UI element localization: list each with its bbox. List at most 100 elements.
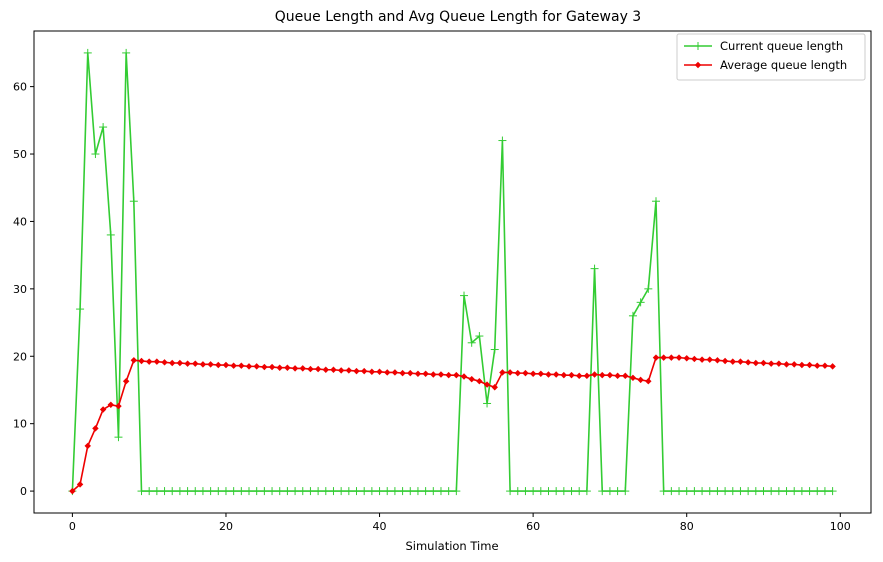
data-point bbox=[353, 367, 360, 375]
data-point bbox=[122, 377, 130, 385]
data-point bbox=[667, 487, 676, 496]
plot-area bbox=[33, 30, 872, 514]
data-point bbox=[344, 487, 353, 496]
data-point bbox=[291, 487, 300, 496]
legend-swatch-marker bbox=[694, 42, 702, 50]
data-point bbox=[675, 354, 683, 361]
data-point bbox=[214, 487, 223, 496]
series-line bbox=[71, 356, 833, 492]
data-point bbox=[636, 298, 645, 307]
data-point bbox=[675, 487, 684, 496]
y-tick-label: 50 bbox=[13, 148, 27, 161]
data-point bbox=[367, 487, 376, 496]
data-point bbox=[713, 487, 722, 496]
data-point bbox=[598, 487, 607, 496]
data-point bbox=[828, 487, 837, 496]
legend: Current queue length Average queue length bbox=[676, 33, 866, 81]
data-point bbox=[698, 487, 707, 496]
data-point bbox=[230, 362, 237, 369]
data-point bbox=[645, 377, 652, 385]
data-point bbox=[499, 369, 506, 376]
chart-title: Queue Length and Avg Queue Length for Ga… bbox=[275, 9, 641, 25]
data-point bbox=[145, 487, 154, 496]
data-point bbox=[407, 369, 414, 377]
data-point bbox=[514, 369, 521, 377]
data-point bbox=[306, 487, 315, 496]
data-point bbox=[145, 358, 153, 365]
data-point bbox=[414, 370, 422, 378]
data-point bbox=[337, 367, 345, 374]
data-point bbox=[307, 365, 314, 373]
data-point bbox=[790, 361, 798, 368]
data-point bbox=[368, 368, 376, 375]
y-tick-label: 0 bbox=[20, 485, 27, 498]
x-tick-label: 20 bbox=[219, 520, 233, 533]
y-tick-label: 60 bbox=[13, 81, 27, 94]
data-point bbox=[268, 487, 277, 496]
data-point bbox=[229, 487, 238, 496]
data-point bbox=[384, 369, 391, 376]
data-point bbox=[153, 358, 161, 365]
data-point bbox=[321, 487, 330, 496]
data-point bbox=[651, 197, 660, 206]
data-point bbox=[460, 373, 468, 380]
legend-swatch-marker bbox=[694, 61, 702, 69]
data-point bbox=[622, 372, 629, 380]
data-point bbox=[513, 487, 522, 496]
data-point bbox=[276, 364, 283, 371]
y-tick-label: 20 bbox=[13, 350, 27, 363]
data-point bbox=[605, 487, 614, 496]
data-point bbox=[437, 371, 445, 378]
data-point bbox=[790, 487, 799, 496]
data-point bbox=[460, 291, 469, 300]
data-point bbox=[192, 360, 199, 367]
data-point bbox=[529, 370, 537, 378]
data-point bbox=[728, 487, 737, 496]
data-point bbox=[253, 363, 260, 370]
data-point bbox=[476, 377, 483, 385]
data-point bbox=[690, 487, 699, 496]
data-point bbox=[452, 487, 461, 496]
data-point bbox=[621, 487, 630, 496]
data-point bbox=[491, 384, 498, 391]
data-point bbox=[260, 487, 269, 496]
data-point bbox=[99, 406, 107, 413]
data-point bbox=[575, 372, 583, 380]
data-point bbox=[391, 369, 399, 376]
data-point bbox=[376, 368, 383, 375]
data-point bbox=[69, 487, 76, 495]
x-tick-label: 60 bbox=[526, 520, 540, 533]
data-point bbox=[744, 487, 753, 496]
data-point bbox=[299, 365, 306, 372]
data-point bbox=[683, 355, 690, 362]
data-point bbox=[406, 487, 415, 496]
data-point bbox=[284, 364, 291, 371]
data-point bbox=[191, 487, 200, 496]
legend-label: Average queue length bbox=[720, 58, 847, 72]
data-point bbox=[682, 487, 691, 496]
data-point bbox=[560, 371, 568, 379]
data-point bbox=[698, 356, 706, 363]
data-point bbox=[106, 230, 115, 239]
data-point bbox=[222, 361, 230, 369]
data-point bbox=[813, 487, 822, 496]
data-point bbox=[91, 150, 100, 159]
data-point bbox=[483, 381, 491, 388]
data-point bbox=[283, 487, 292, 496]
data-point bbox=[207, 361, 214, 368]
x-tick-label: 40 bbox=[373, 520, 387, 533]
data-point bbox=[76, 481, 84, 488]
data-point bbox=[298, 487, 307, 496]
data-point bbox=[659, 487, 668, 496]
data-point bbox=[782, 487, 791, 496]
data-point bbox=[783, 361, 790, 368]
data-point bbox=[751, 487, 760, 496]
data-point bbox=[552, 371, 560, 378]
x-tick-label: 100 bbox=[830, 520, 851, 533]
data-point bbox=[430, 371, 437, 378]
data-point bbox=[536, 487, 545, 496]
data-point bbox=[759, 487, 768, 496]
data-point bbox=[115, 402, 122, 410]
data-point bbox=[575, 487, 584, 496]
